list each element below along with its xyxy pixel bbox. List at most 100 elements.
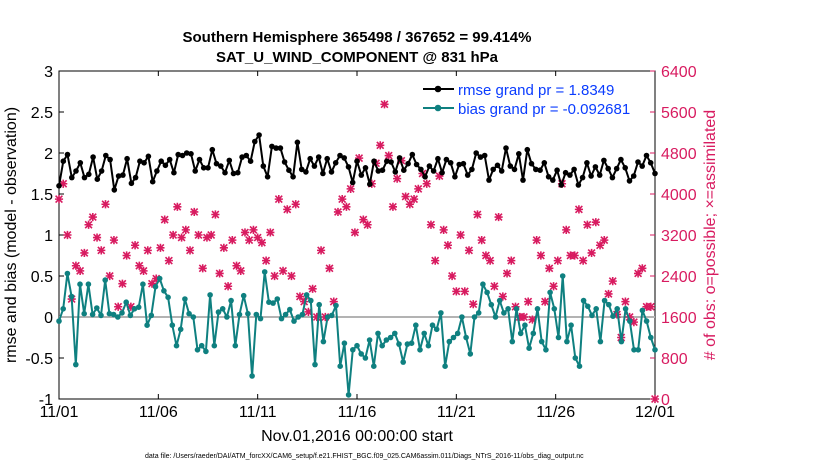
obs-point [181,225,190,234]
bias-point [287,306,293,313]
rmse-point [69,174,75,181]
rmse-point [592,164,599,170]
rmse-point [524,146,531,153]
bias-point [341,340,348,347]
obs-point [405,200,414,209]
rmse-point [516,151,522,157]
bias-point [203,348,209,355]
bias-point [446,338,453,345]
rmse-point [315,154,322,160]
rmse-point [345,164,352,170]
bias-point [371,363,377,370]
obs-point [502,269,512,278]
obs-point [131,241,140,250]
bias-point [135,304,142,311]
bias-point [68,293,75,300]
rmse-point [401,167,407,173]
rmse-point [260,163,267,169]
bias-point [77,281,83,288]
rmse-point [107,156,113,163]
rmse-point [460,160,467,167]
x-axis-label: Nov.01,2016 00:00:00 start [261,428,453,445]
obs-point [481,251,491,260]
rmse-point [239,154,245,160]
obs-point [308,284,317,293]
bias-point [249,373,255,379]
obs-point [439,225,448,234]
bias-point [303,292,310,298]
rmse-point [367,181,373,187]
obs-point [579,256,588,265]
x-tick-label: 11/21 [437,404,476,421]
bias-point [278,315,285,322]
right-y-tick-label: 4800 [661,146,697,163]
obs-point [634,269,643,278]
rmse-point [341,155,348,161]
bias-point [127,312,134,319]
bias-point [228,297,234,304]
obs-point [388,202,398,211]
rmse-point [443,156,450,163]
rmse-point [196,156,203,163]
rmse-point [230,170,237,177]
rmse-point [409,151,416,158]
bias-point [198,342,205,349]
bias-point [106,310,113,317]
bias-point [299,311,306,318]
obs-point [329,297,338,306]
rmse-point [426,163,433,169]
legend-rmse-marker [434,85,442,93]
rmse-point [73,168,79,174]
bias-point [177,326,184,333]
bias-point [442,363,448,370]
obs-point [621,297,630,306]
bias-point [215,309,222,315]
obs-point [393,174,402,183]
bias-point [119,310,125,316]
rmse-point [145,153,152,160]
rmse-point [349,179,356,186]
obs-point [409,195,419,204]
rmse-point [477,154,484,160]
left-y-tick-label: 2 [44,146,53,163]
rmse-point [81,174,88,181]
obs-point [126,302,135,311]
bias-point [257,315,264,322]
rmse-point [469,166,475,173]
rmse-point [609,174,616,181]
rmse-point [56,183,62,189]
obs-point [97,246,106,255]
obs-point [312,312,321,322]
obs-point [80,248,89,258]
obs-point [629,318,638,327]
rmse-point [209,146,216,153]
obs-point [101,200,110,209]
rmse-point [473,150,480,156]
rmse-point [337,152,343,159]
bias-point [232,342,239,349]
obs-point [553,256,562,265]
legend-bias-marker [434,104,442,112]
obs-point [59,179,68,188]
bias-point [270,300,276,306]
bias-point [291,318,297,324]
rmse-point [86,171,92,178]
rmse-point [418,166,424,173]
rmse-point [613,165,620,172]
rmse-point [183,150,190,156]
obs-point [650,394,660,404]
right-y-axis-label: # of obs: o=possible; ×=assimilated [702,110,719,360]
bias-point [610,313,616,320]
rmse-point [456,161,463,168]
bias-point [266,299,272,306]
bias-point [329,312,335,319]
obs-point [608,277,617,286]
bias-point [572,355,579,361]
rmse-point [413,161,420,168]
rmse-point [584,160,590,166]
rmse-point [558,182,565,188]
chart-subtitle: SAT_U_WIND_COMPONENT @ 831 hPa [216,49,499,66]
bias-point [413,322,419,329]
obs-point [160,215,169,224]
